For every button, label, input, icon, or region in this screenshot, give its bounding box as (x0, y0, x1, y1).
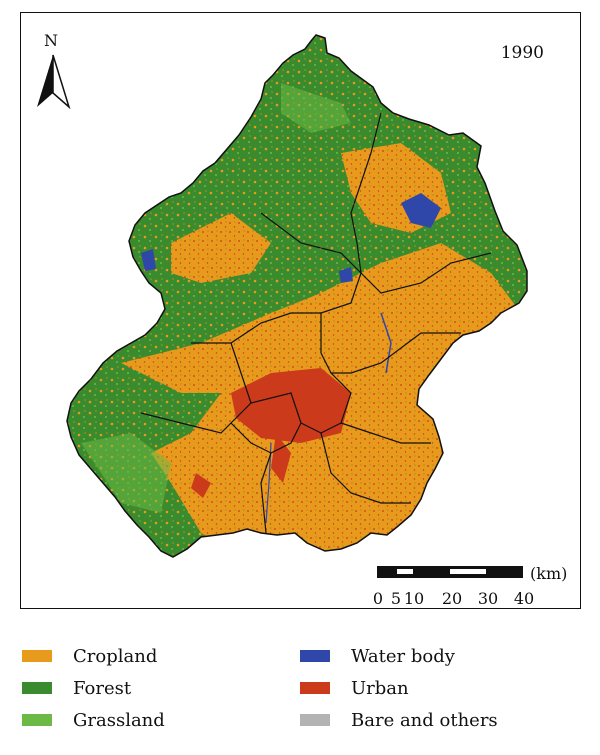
legend-item-urban: Urban (300, 675, 409, 701)
legend-swatch (300, 682, 330, 694)
legend-label: Water body (351, 645, 455, 667)
map-frame: 1990 N (km) 0 5 10 20 30 40 (20, 12, 581, 609)
scale-tick: 30 (477, 589, 499, 608)
legend-item-grassland: Grassland (22, 707, 165, 733)
north-arrow-icon (37, 54, 71, 109)
legend-item-cropland: Cropland (22, 643, 157, 669)
legend-swatch (300, 650, 330, 662)
legend-swatch (22, 682, 52, 694)
legend-item-bare-and-others: Bare and others (300, 707, 498, 733)
legend-swatch (22, 650, 52, 662)
legend-label: Urban (351, 677, 409, 699)
legend: Cropland Forest Grassland Water body Urb… (0, 640, 600, 755)
scale-unit: (km) (530, 564, 568, 583)
legend-label: Grassland (73, 709, 165, 731)
legend-swatch (300, 714, 330, 726)
legend-label: Bare and others (351, 709, 498, 731)
scale-tick: 40 (513, 589, 535, 608)
legend-item-forest: Forest (22, 675, 131, 701)
scale-tick: 5 (390, 589, 402, 608)
scale-tick: 20 (441, 589, 463, 608)
map-year-label: 1990 (500, 43, 544, 63)
legend-item-water-body: Water body (300, 643, 455, 669)
scale-bar (377, 566, 523, 578)
scale-tick: 0 (372, 589, 384, 608)
north-label: N (44, 31, 58, 50)
scale-tick: 10 (403, 589, 425, 608)
legend-swatch (22, 714, 52, 726)
land-use-map (66, 34, 528, 558)
legend-label: Cropland (73, 645, 158, 667)
legend-label: Forest (73, 677, 132, 699)
